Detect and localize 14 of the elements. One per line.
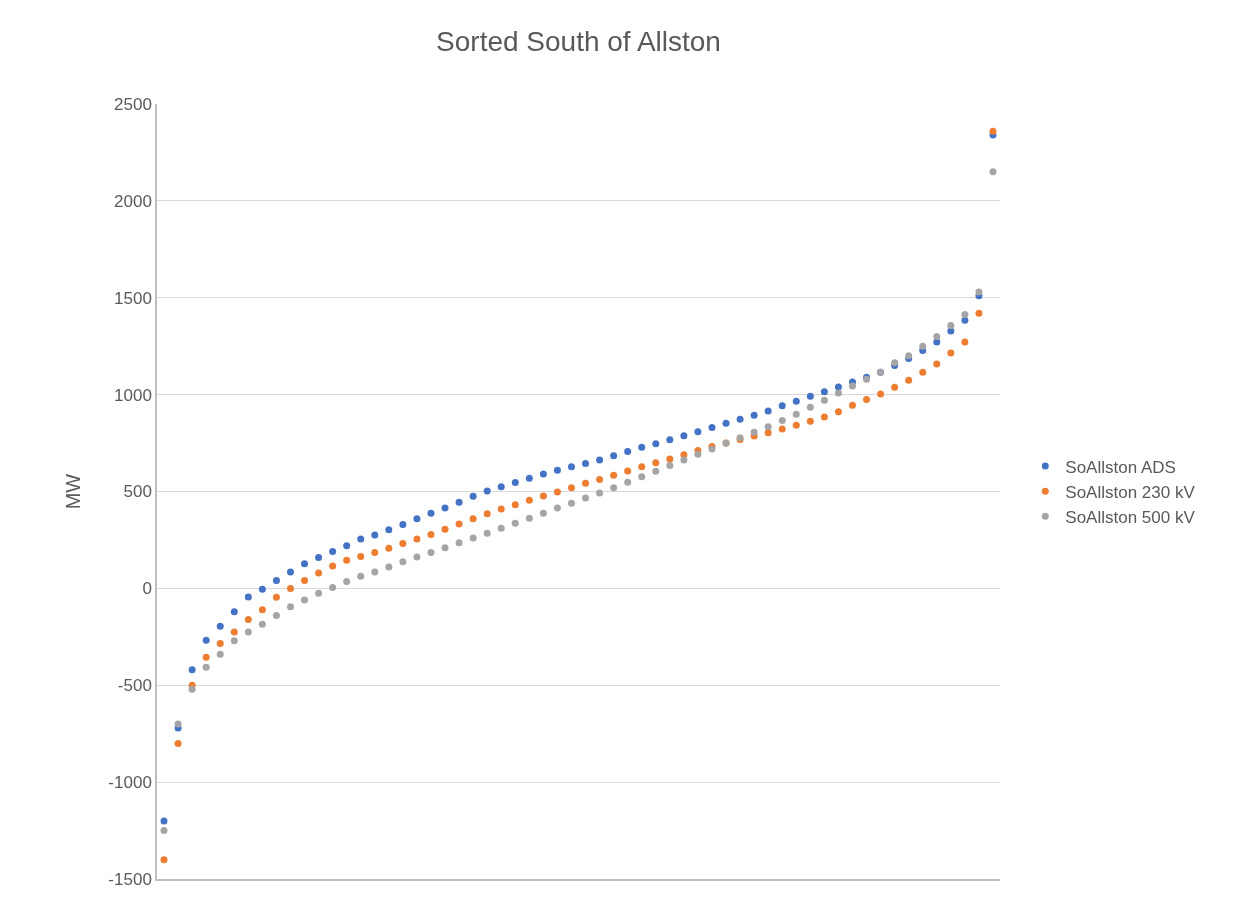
y-axis-title: MW: [62, 473, 85, 510]
y-tick-label: -1500: [108, 869, 152, 889]
legend-label: SoAllston ADS: [1065, 457, 1176, 477]
y-tick-label: 0: [142, 579, 152, 599]
y-tick-label: -1000: [108, 773, 152, 793]
y-tick-label: 2000: [114, 191, 152, 211]
y-tick-label: -500: [117, 676, 152, 696]
y-tick-label: 1000: [114, 385, 152, 405]
y-tick-label: 2500: [114, 94, 152, 114]
legend-label: SoAllston 230 kV: [1065, 482, 1196, 502]
y-tick-label: 1500: [114, 288, 152, 308]
y-tick-label: 500: [123, 482, 152, 502]
chart-title: Sorted South of Allston: [436, 26, 721, 58]
legend-label: SoAllston 500 kV: [1065, 507, 1196, 527]
